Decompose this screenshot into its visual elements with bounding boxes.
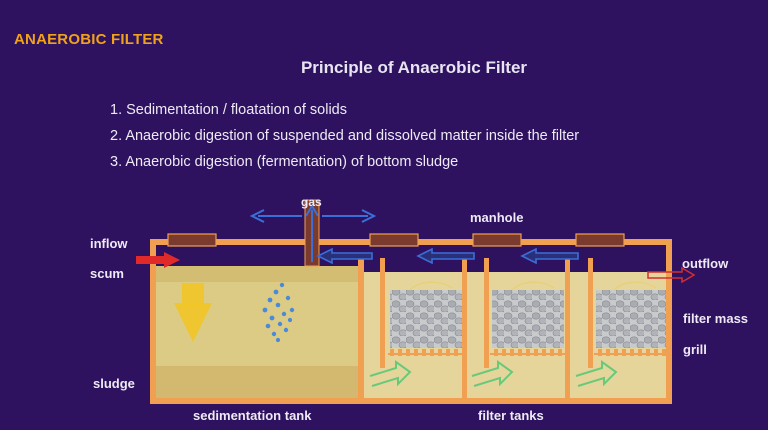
outflow-label: outflow [682, 256, 729, 271]
manhole-cover [472, 233, 522, 247]
flow-arrows [369, 360, 618, 387]
filter-mass [492, 290, 564, 348]
sludge-label: sludge [93, 376, 135, 391]
principle-list: 1. Sedimentation / floatation of solids … [110, 99, 579, 177]
gas-arrows [249, 204, 377, 262]
principle-item: 3. Anaerobic digestion (fermentation) of… [110, 154, 459, 170]
manhole-cover [575, 233, 625, 247]
outflow-arrow [647, 266, 696, 284]
grill [388, 349, 464, 356]
inflow-label: inflow [90, 236, 128, 251]
scum-label: scum [90, 266, 124, 281]
scum-layer [155, 266, 362, 282]
gas-bubbles [262, 282, 295, 343]
settling-arrow [174, 283, 212, 342]
filter-mass-label: filter mass [683, 311, 749, 326]
gas-label: gas [301, 195, 322, 209]
principle-item: 2. Anaerobic digestion of suspended and … [110, 128, 580, 144]
grill [594, 349, 667, 356]
sludge-layer [155, 366, 362, 398]
grill [490, 349, 566, 356]
manhole-label: manhole [470, 210, 524, 225]
filter-mass [390, 290, 462, 348]
upflow-arrows [409, 281, 657, 291]
sedimentation-tank-label: sedimentation tank [193, 408, 312, 423]
manhole-cover [167, 233, 217, 247]
filter-mass [596, 290, 666, 348]
app-header-title: ANAEROBIC FILTER [14, 31, 164, 48]
slide-title: Principle of Anaerobic Filter [300, 58, 528, 77]
grill-label: grill [683, 342, 707, 357]
principle-item: 1. Sedimentation / floatation of solids [110, 102, 347, 118]
gas-collection-arrows [316, 247, 579, 265]
filter-tanks-label: filter tanks [478, 408, 544, 423]
inflow-arrow [136, 252, 180, 268]
manhole-cover [369, 233, 419, 247]
